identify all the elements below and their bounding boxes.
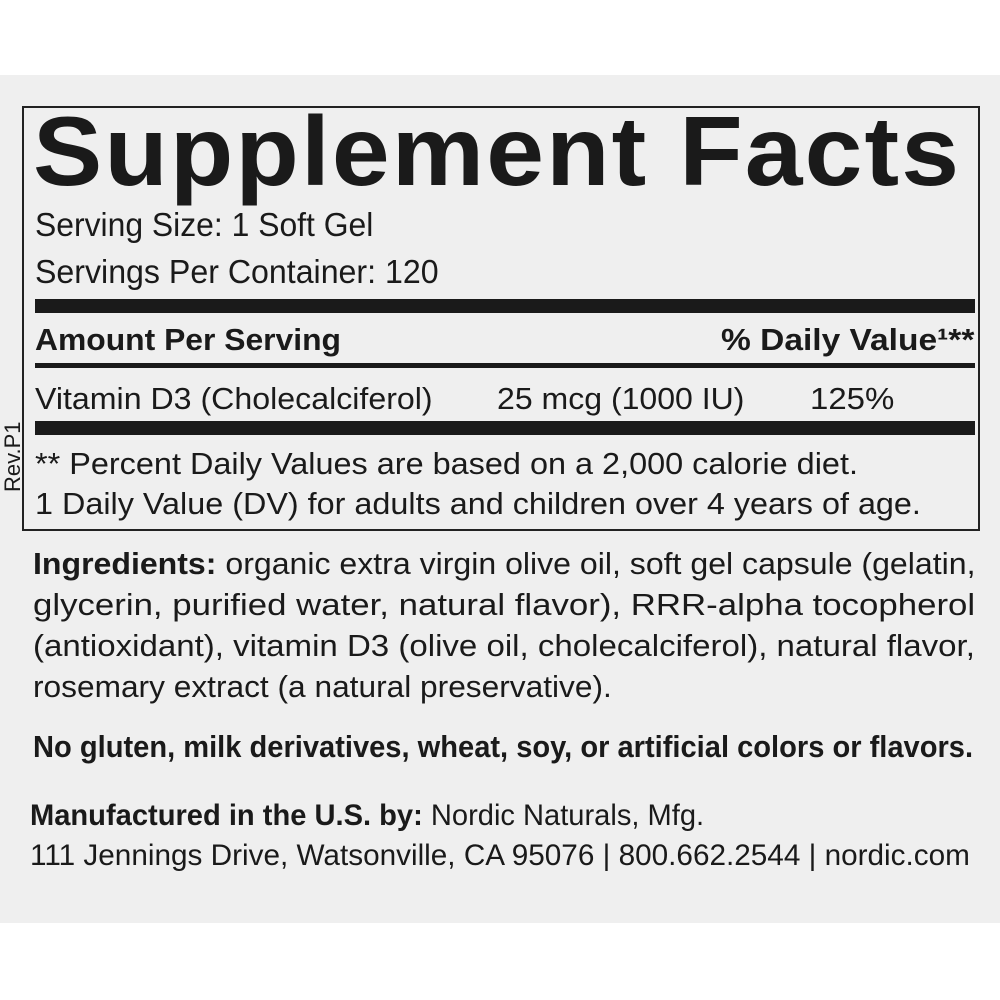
- daily-value-header: % Daily Value¹**: [721, 322, 975, 357]
- amount-per-serving-header: Amount Per Serving: [35, 322, 342, 357]
- label-panel: [0, 75, 1000, 923]
- manufacturer-line: Manufactured in the U.S. by: Nordic Natu…: [30, 801, 704, 831]
- servings-per-container: Servings Per Container: 120: [35, 253, 439, 290]
- allergen-statement: No gluten, milk derivatives, wheat, soy,…: [33, 729, 974, 764]
- thin-divider: [35, 363, 975, 368]
- ingredients-line: glycerin, purified water, natural flavor…: [33, 587, 976, 622]
- serving-size: Serving Size: 1 Soft Gel: [35, 206, 374, 243]
- ingredients-label: Ingredients:: [33, 546, 217, 581]
- nutrient-daily-value: 125%: [810, 381, 895, 416]
- thick-divider: [35, 421, 975, 435]
- ingredients-line: (antioxidant), vitamin D3 (olive oil, ch…: [33, 628, 975, 663]
- supplement-facts-title: Supplement Facts: [33, 96, 962, 206]
- supplement-facts-box: [22, 106, 980, 531]
- footnote-dv-definition: 1 Daily Value (DV) for adults and childr…: [35, 486, 921, 521]
- ingredients-line: Ingredients: organic extra virgin olive …: [33, 548, 975, 579]
- footnote-percent-dv: ** Percent Daily Values are based on a 2…: [35, 446, 858, 481]
- nutrient-name: Vitamin D3 (Cholecalciferol): [35, 381, 433, 416]
- manufacturer-address: 111 Jennings Drive, Watsonville, CA 9507…: [30, 839, 970, 872]
- manufacturer-label: Manufactured in the U.S. by:: [30, 799, 423, 832]
- ingredients-text: organic extra virgin olive oil, soft gel…: [225, 546, 976, 581]
- ingredients-line: rosemary extract (a natural preservative…: [33, 669, 612, 704]
- revision-code: Rev.P1: [0, 421, 25, 492]
- thick-divider: [35, 299, 975, 313]
- nutrient-amount: 25 mcg (1000 IU): [497, 381, 745, 416]
- manufacturer-name: Nordic Naturals, Mfg.: [430, 799, 705, 832]
